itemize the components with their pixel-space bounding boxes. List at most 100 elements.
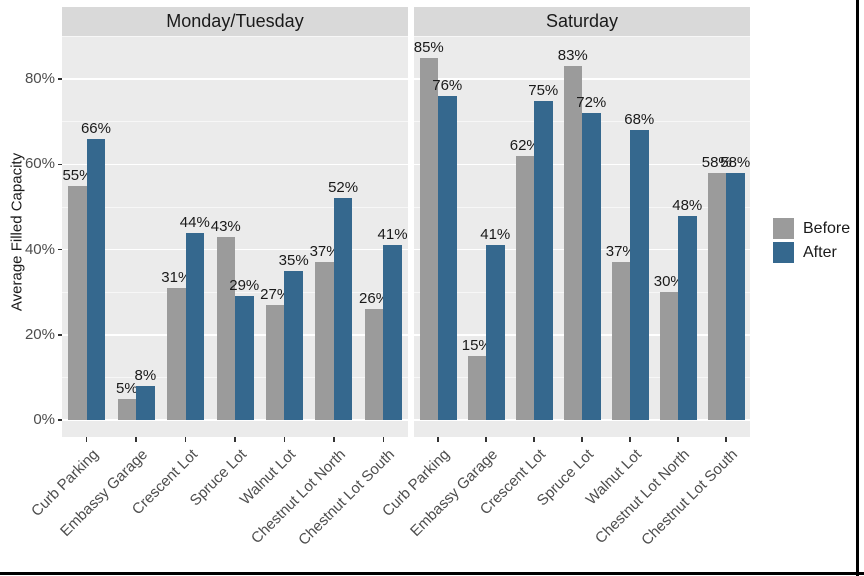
bar-value-label: 68% (624, 111, 655, 129)
bar-after (678, 215, 697, 420)
bar-value-label: 37% (605, 243, 636, 261)
facet-strip: Saturday (414, 7, 750, 36)
bar-value-label: 35% (278, 251, 309, 269)
legend-item-after: After (773, 242, 850, 263)
legend-label-before: Before (803, 219, 851, 237)
bar-before (216, 236, 235, 420)
bar-value-label: 62% (509, 136, 540, 154)
bar-value-label: 52% (328, 179, 359, 197)
bar-before (68, 185, 87, 420)
facet-panel: 55% 66% 5% 8% 31% 44% 43% 29% 27% 35% 37% 52% 26% 41% (62, 36, 408, 437)
bar-before (467, 356, 486, 420)
x-tick-mark (725, 437, 727, 442)
x-tick-mark (184, 437, 187, 442)
facet-strip: Monday/Tuesday (62, 7, 408, 36)
x-tick-mark (283, 437, 286, 442)
y-tick-mark (58, 334, 62, 336)
x-tick-label: Embassy Garage (57, 446, 152, 540)
bar-before (265, 304, 285, 420)
bar-before (117, 398, 137, 420)
bar-before (167, 287, 186, 420)
bar-after (438, 96, 457, 420)
bar-value-label: 26% (359, 290, 390, 308)
bar-before (364, 309, 384, 420)
y-axis-title: Average Filled Capacity (8, 152, 26, 312)
y-tick-mark (58, 163, 62, 166)
gridline-minor (62, 121, 408, 123)
bar-value-label: 30% (653, 273, 684, 291)
bar-before (611, 262, 630, 420)
bar-value-label: 27% (260, 285, 291, 303)
bar-after (630, 130, 649, 420)
gridline-minor (414, 36, 750, 38)
bar-value-label: 15% (461, 337, 492, 355)
gridline-major (414, 419, 750, 421)
bar-before (707, 172, 726, 420)
bar-after (136, 385, 155, 420)
gridline-major (62, 163, 408, 166)
legend-item-before: Before (773, 218, 850, 239)
bar-after (235, 296, 254, 420)
legend-swatch-before (773, 218, 794, 239)
bar-value-label: 8% (134, 366, 157, 384)
y-tick-label: 0% (33, 411, 55, 428)
bar-after (582, 113, 601, 420)
bar-value-label: 48% (672, 196, 703, 214)
bar-after (185, 232, 205, 420)
y-tick-label: 20% (24, 325, 55, 343)
bar-value-label: 44% (179, 213, 210, 231)
y-tick-mark (58, 248, 62, 251)
bar-before (515, 155, 534, 420)
bar-value-label: 43% (210, 217, 241, 235)
window-border-right (856, 0, 859, 576)
bar-value-label: 29% (229, 277, 260, 295)
gridline-major (62, 248, 408, 251)
x-tick-mark (581, 437, 583, 442)
gridline-minor (62, 206, 408, 208)
bar-before (315, 262, 334, 420)
bar-value-label: 58% (701, 153, 732, 171)
x-tick-mark (135, 437, 137, 442)
legend: Before After (773, 218, 850, 266)
bar-before (563, 66, 582, 420)
bar-value-label: 31% (161, 268, 192, 286)
y-tick-label: 80% (24, 70, 55, 88)
bar-after (86, 138, 106, 420)
x-tick-mark (533, 437, 535, 442)
bar-value-label: 37% (309, 243, 340, 261)
x-tick-label: Embassy Garage (407, 446, 502, 540)
x-tick-mark (437, 437, 439, 442)
bar-after (383, 245, 402, 420)
x-tick-mark (234, 437, 236, 442)
bar-after (726, 172, 745, 420)
legend-swatch-after (773, 242, 794, 263)
x-tick-label: Chestnut Lot South (295, 446, 399, 549)
gridline-major (62, 78, 408, 80)
x-tick-mark (382, 437, 385, 442)
gridline-minor (62, 291, 408, 293)
x-tick-mark (629, 437, 631, 442)
bar-value-label: 5% (116, 379, 138, 397)
x-tick-mark (485, 437, 487, 442)
bar-after (486, 245, 505, 420)
bar-after (534, 100, 553, 420)
bar-before (419, 57, 438, 420)
legend-label-after: After (803, 243, 837, 261)
x-tick-mark (85, 437, 88, 442)
gridline-minor (62, 36, 408, 38)
x-tick-mark (677, 437, 679, 442)
y-tick-label: 40% (24, 240, 55, 258)
bar-value-label: 55% (62, 166, 93, 184)
window-border-bottom (0, 572, 864, 575)
x-tick-mark (333, 437, 335, 442)
y-tick-mark (58, 78, 62, 80)
bar-value-label: 41% (480, 226, 511, 244)
bar-before (659, 292, 678, 420)
bar-value-label: 85% (414, 38, 444, 56)
y-tick-mark (58, 419, 62, 421)
bar-value-label: 58% (720, 153, 750, 171)
bar-after (333, 198, 353, 420)
bar-value-label: 76% (432, 77, 463, 95)
gridline-major (414, 78, 750, 80)
